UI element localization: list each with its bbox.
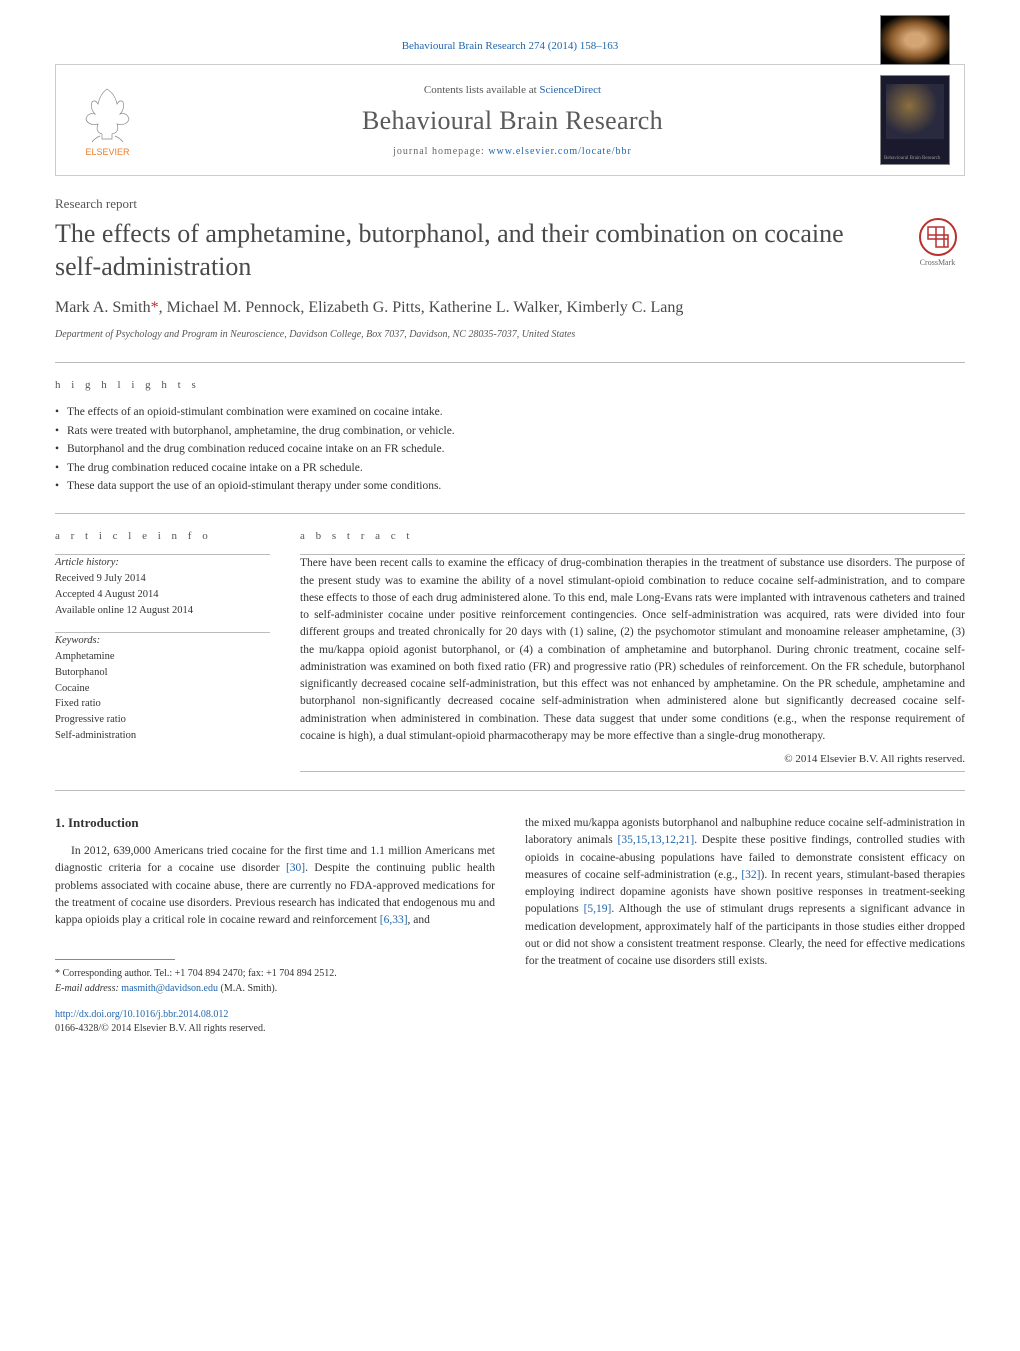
abstract-copyright: © 2014 Elsevier B.V. All rights reserved…	[300, 753, 965, 765]
issn-copyright: 0166-4328/© 2014 Elsevier B.V. All right…	[55, 1022, 495, 1036]
elsevier-logo: ELSEVIER	[70, 78, 145, 163]
brain-thumbnail	[880, 15, 950, 65]
journal-reference: Behavioural Brain Research 274 (2014) 15…	[55, 40, 965, 52]
doi-block: http://dx.doi.org/10.1016/j.bbr.2014.08.…	[55, 1008, 495, 1036]
article-info-label: a r t i c l e i n f o	[55, 530, 270, 542]
highlight-item: These data support the use of an opioid-…	[55, 477, 965, 495]
affiliation: Department of Psychology and Program in …	[55, 329, 965, 340]
intro-heading: 1. Introduction	[55, 815, 495, 831]
keyword: Butorphanol	[55, 665, 270, 681]
ref-link[interactable]: [6,33]	[380, 914, 408, 926]
doi-link[interactable]: http://dx.doi.org/10.1016/j.bbr.2014.08.…	[55, 1009, 228, 1020]
intro-text-col2: the mixed mu/kappa agonists butorphanol …	[525, 815, 965, 970]
article-title: The effects of amphetamine, butorphanol,…	[55, 218, 895, 283]
highlight-item: Rats were treated with butorphanol, amph…	[55, 422, 965, 440]
abstract-label: a b s t r a c t	[300, 530, 965, 542]
ref-link[interactable]: [35,15,13,12,21]	[618, 834, 695, 846]
elsevier-label: ELSEVIER	[85, 147, 129, 157]
article-history: Article history: Received 9 July 2014 Ac…	[55, 555, 270, 618]
keyword: Cocaine	[55, 681, 270, 697]
highlight-item: Butorphanol and the drug combination red…	[55, 440, 965, 458]
highlights-list: The effects of an opioid-stimulant combi…	[55, 403, 965, 495]
authors: Mark A. Smith*, Michael M. Pennock, Eliz…	[55, 297, 965, 319]
history-accepted: Accepted 4 August 2014	[55, 587, 270, 603]
divider	[55, 790, 965, 791]
email-label: E-mail address:	[55, 983, 121, 994]
highlight-item: The drug combination reduced cocaine int…	[55, 459, 965, 477]
ref-link[interactable]: [32]	[741, 869, 760, 881]
highlights-label: h i g h l i g h t s	[55, 379, 965, 391]
homepage-prefix: journal homepage:	[393, 146, 488, 157]
abstract-text: There have been recent calls to examine …	[300, 555, 965, 745]
crossmark-label: CrossMark	[920, 258, 956, 267]
author-list: Mark A. Smith*, Michael M. Pennock, Eliz…	[55, 299, 683, 316]
keyword: Fixed ratio	[55, 696, 270, 712]
keywords-heading: Keywords:	[55, 633, 270, 649]
keywords-block: Keywords: Amphetamine Butorphanol Cocain…	[55, 633, 270, 743]
crossmark-badge[interactable]: CrossMark	[910, 218, 965, 273]
crossmark-icon	[919, 218, 957, 256]
intro-text-col1: In 2012, 639,000 Americans tried cocaine…	[55, 843, 495, 929]
email-link[interactable]: masmith@davidson.edu	[121, 983, 218, 994]
keyword: Amphetamine	[55, 649, 270, 665]
ref-link[interactable]: [30]	[286, 862, 305, 874]
footer-divider	[55, 959, 175, 960]
history-heading: Article history:	[55, 555, 270, 571]
corresponding-author: * Corresponding author. Tel.: +1 704 894…	[55, 966, 495, 996]
homepage-line: journal homepage: www.elsevier.com/locat…	[145, 146, 880, 157]
journal-name: Behavioural Brain Research	[145, 106, 880, 136]
journal-cover-thumbnail: Behavioural Brain Research	[880, 75, 950, 165]
journal-header: ELSEVIER Contents lists available at Sci…	[55, 64, 965, 176]
ref-link[interactable]: [5,19]	[584, 903, 612, 915]
contents-line: Contents lists available at ScienceDirec…	[145, 84, 880, 96]
keyword: Progressive ratio	[55, 712, 270, 728]
email-suffix: (M.A. Smith).	[218, 983, 277, 994]
history-online: Available online 12 August 2014	[55, 603, 270, 619]
history-received: Received 9 July 2014	[55, 571, 270, 587]
divider	[55, 513, 965, 514]
homepage-link[interactable]: www.elsevier.com/locate/bbr	[488, 146, 632, 157]
article-type: Research report	[55, 196, 965, 212]
elsevier-tree-icon	[80, 84, 135, 144]
cover-label: Behavioural Brain Research	[884, 156, 940, 161]
keyword: Self-administration	[55, 728, 270, 744]
contents-prefix: Contents lists available at	[424, 84, 539, 96]
divider	[55, 362, 965, 363]
divider	[300, 771, 965, 772]
sciencedirect-link[interactable]: ScienceDirect	[539, 84, 601, 96]
highlight-item: The effects of an opioid-stimulant combi…	[55, 403, 965, 421]
corr-label: * Corresponding author. Tel.: +1 704 894…	[55, 966, 495, 981]
